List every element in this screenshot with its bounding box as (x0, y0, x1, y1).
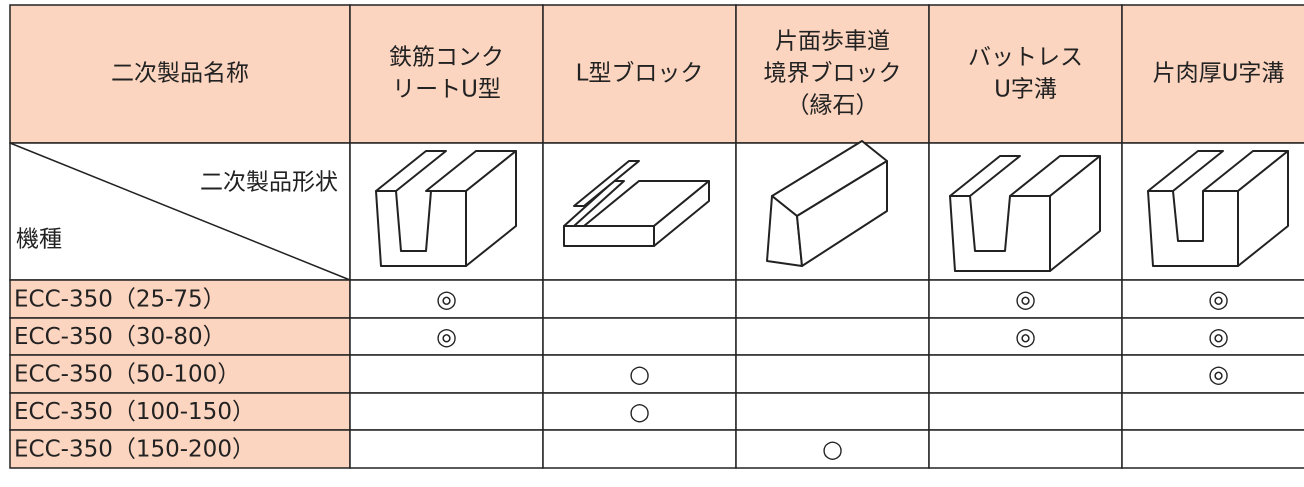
header-title: 二次製品名称 (111, 61, 249, 87)
suitability-mark: ◎ (436, 323, 457, 351)
suitability-mark: ○ (822, 435, 843, 463)
data-cell (1121, 354, 1304, 394)
header-cell (349, 4, 544, 144)
suitability-mark: ◎ (1015, 323, 1036, 351)
header-label: U字溝 (994, 77, 1057, 103)
model-label: 機種 (16, 227, 62, 253)
data-cell (735, 317, 930, 356)
data-cell (9, 429, 351, 469)
data-cell (735, 279, 930, 319)
suitability-mark: ◎ (1208, 323, 1229, 351)
data-cell (1121, 317, 1304, 356)
data-cell (9, 354, 351, 394)
data-cell (349, 354, 544, 394)
data-cell (542, 354, 737, 394)
suitability-mark: ○ (629, 360, 650, 388)
icon-l-block (563, 160, 710, 247)
data-cell (1121, 392, 1304, 431)
header-label: 片面歩車道 (775, 29, 890, 55)
header-label: （縁石） (787, 93, 879, 119)
data-cell (735, 429, 930, 469)
data-cell (928, 392, 1123, 431)
model-name: ECC-350（30-80） (14, 324, 226, 350)
header-cell (542, 4, 737, 144)
cells (9, 4, 1304, 469)
suitability-mark: ◎ (436, 285, 457, 313)
data-cell (349, 429, 544, 469)
data-cell (928, 317, 1123, 356)
data-cell (349, 317, 544, 356)
data-cell (928, 279, 1123, 319)
icon-buttress-u (949, 155, 1101, 272)
data-cell (735, 392, 930, 431)
header-cell (928, 4, 1123, 144)
icon-thick-u (1147, 150, 1289, 267)
data-cell (542, 279, 737, 319)
header-label: リートU型 (392, 77, 501, 103)
model-name: ECC-350（150-200） (14, 437, 255, 463)
shape-label: 二次製品形状 (200, 170, 338, 196)
suitability-mark: ◎ (1208, 285, 1229, 313)
data-cell (928, 429, 1123, 469)
header-label: 鉄筋コンク (389, 45, 504, 71)
model-name: ECC-350（50-100） (14, 362, 240, 388)
icon-u-type (375, 150, 517, 267)
data-cell (9, 279, 351, 319)
icon-curb-block (766, 140, 888, 267)
header-label: 片肉厚U字溝 (1153, 61, 1285, 87)
header-cell (735, 4, 930, 144)
suitability-mark: ◎ (1208, 360, 1229, 388)
data-cell (9, 317, 351, 356)
header-label: バットレス (968, 45, 1083, 71)
header-label: L型ブロック (576, 61, 704, 87)
data-cell (542, 317, 737, 356)
data-cell (349, 392, 544, 431)
suitability-mark: ○ (629, 398, 650, 426)
model-name: ECC-350（100-150） (14, 399, 255, 425)
data-cell (735, 354, 930, 394)
suitability-mark: ◎ (1015, 285, 1036, 313)
model-name: ECC-350（25-75） (14, 287, 226, 313)
diagonal (9, 142, 351, 281)
header-label: 境界ブロック (764, 61, 902, 87)
data-cell (542, 429, 737, 469)
data-cell (1121, 429, 1304, 469)
data-cell (928, 354, 1123, 394)
header-cell (9, 4, 351, 144)
header-cell (1121, 4, 1304, 144)
